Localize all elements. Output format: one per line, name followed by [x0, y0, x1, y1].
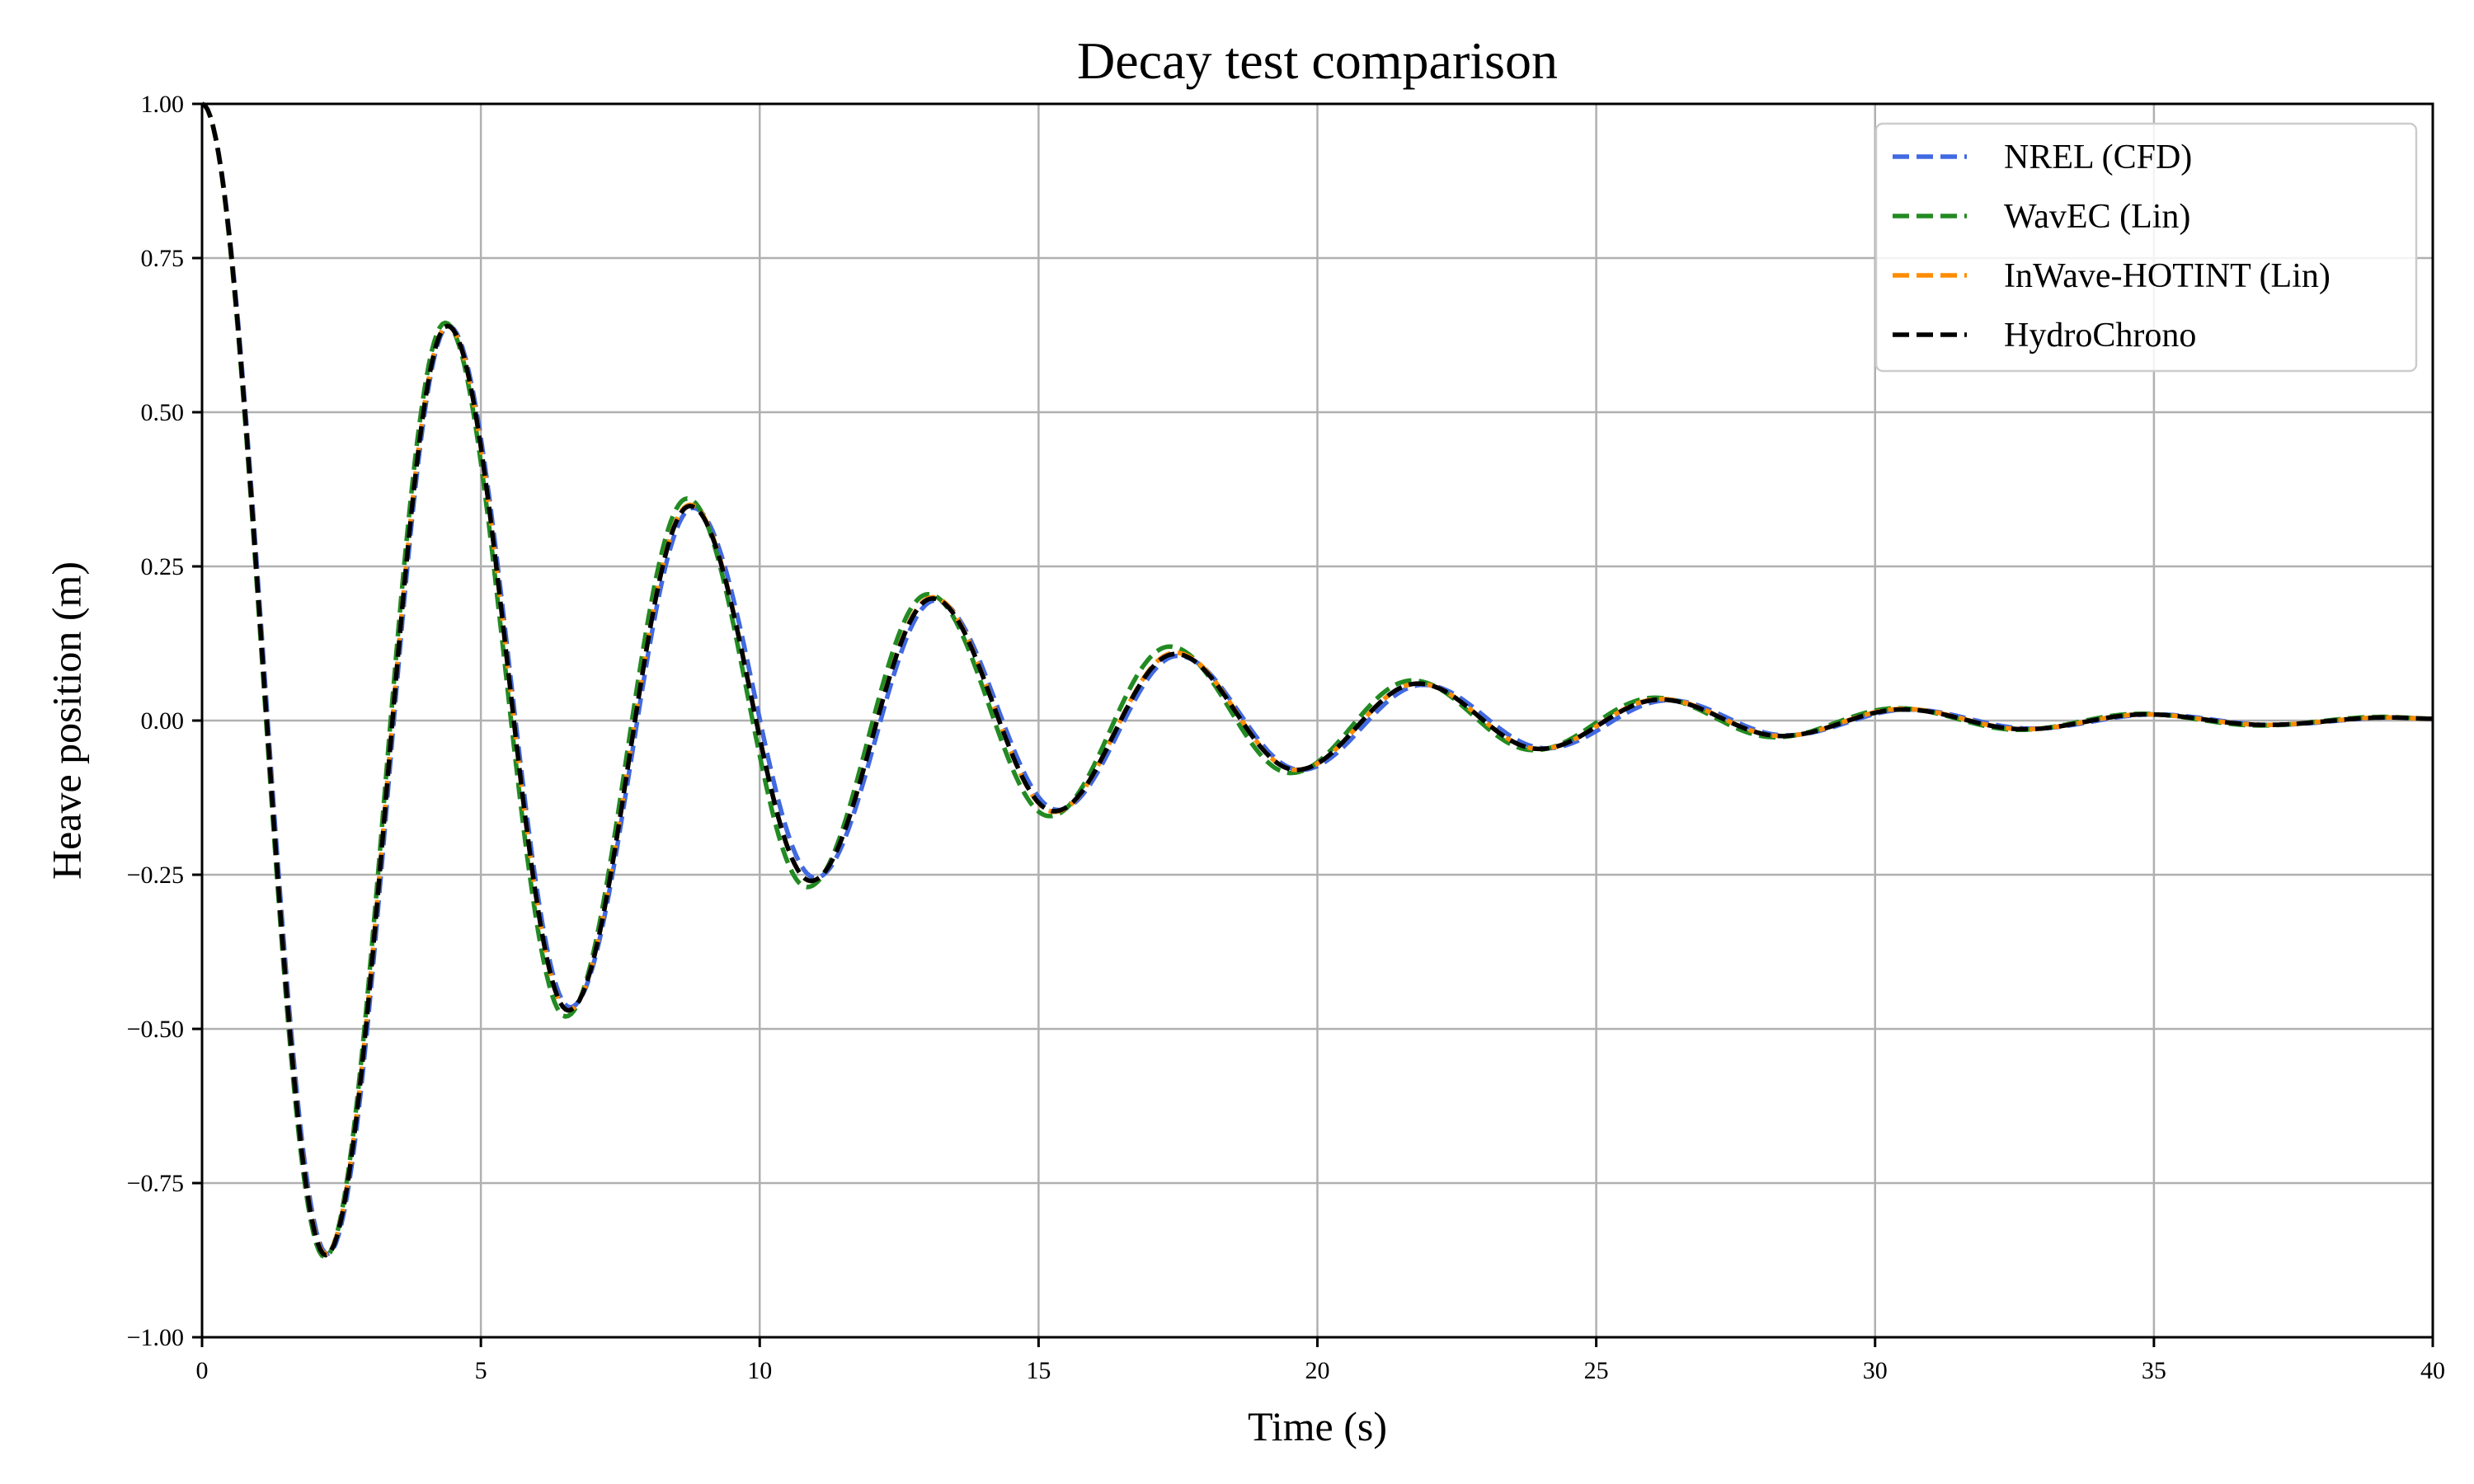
y-tick-label: −0.75: [127, 1170, 184, 1197]
legend-entry-1: WavEC (Lin): [2004, 198, 2190, 236]
chart-title: Decay test comparison: [1077, 31, 1558, 90]
series-line-0: [200, 101, 2434, 1256]
y-axis-ticks: −1.00 −0.75 −0.50 −0.25 0.00 0.25 0.50 0.75 1.00: [127, 91, 202, 1351]
series-line-3: [200, 101, 2434, 1258]
x-tick-label: 30: [1863, 1357, 1888, 1384]
legend-entry-0: NREL (CFD): [2004, 139, 2192, 176]
legend-box: [1874, 122, 2418, 373]
y-tick-label: 0.25: [141, 553, 185, 580]
x-axis-ticks: 0 5 10 15 20 25 30 35 40: [196, 1337, 2445, 1384]
y-tick-label: −0.50: [127, 1016, 184, 1043]
legend-entry-3: HydroChrono: [2004, 317, 2196, 355]
y-tick-label: 1.00: [141, 91, 185, 118]
x-tick-label: 15: [1026, 1357, 1051, 1384]
legend: NREL (CFD) WavEC (Lin) InWave-HOTINT (Lin)…: [1874, 122, 2418, 373]
y-tick-label: −1.00: [127, 1324, 184, 1351]
y-tick-label: −0.25: [127, 862, 184, 889]
series-layer: [200, 101, 2434, 1260]
x-tick-label: 10: [747, 1357, 772, 1384]
x-tick-label: 35: [2142, 1357, 2166, 1384]
y-axis-label: Heave position (m): [44, 561, 90, 880]
x-tick-label: 25: [1584, 1357, 1609, 1384]
y-tick-label: 0.50: [141, 399, 185, 426]
legend-entry-2: InWave-HOTINT (Lin): [2004, 257, 2331, 295]
x-tick-label: 5: [475, 1357, 487, 1384]
x-tick-label: 0: [196, 1357, 209, 1384]
x-axis-label: Time (s): [1248, 1403, 1387, 1449]
y-tick-label: 0.75: [141, 245, 185, 272]
series-line-1: [200, 101, 2434, 1260]
x-tick-label: 20: [1305, 1357, 1330, 1384]
x-tick-label: 40: [2420, 1357, 2445, 1384]
y-tick-label: 0.00: [141, 707, 185, 735]
